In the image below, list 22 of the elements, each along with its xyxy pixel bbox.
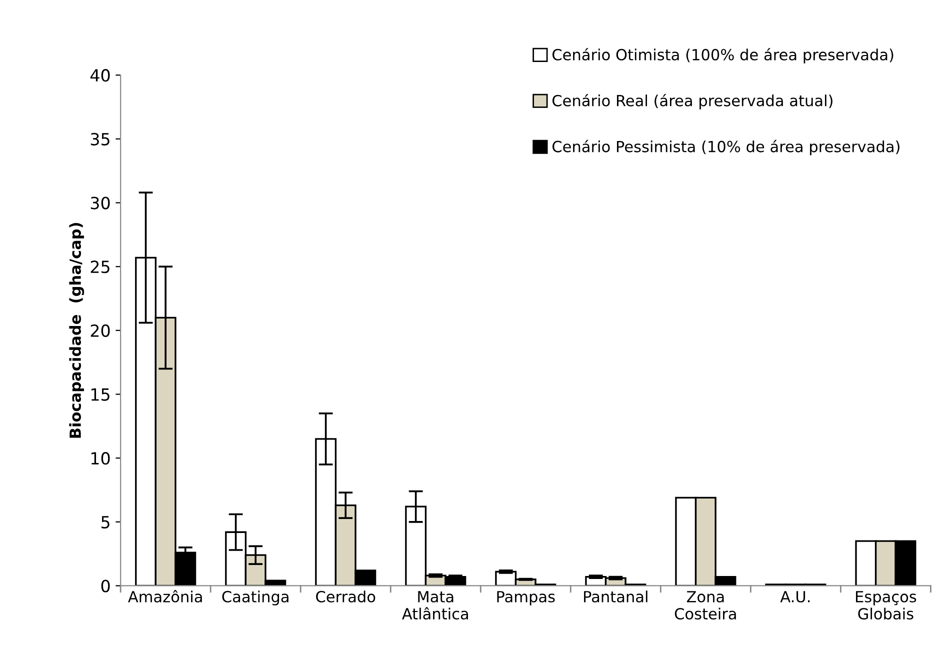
x-tick-label: Mata Atlântica <box>402 591 468 620</box>
legend-label: Cenário Real (área preservada atual) <box>552 94 832 110</box>
x-tick-label: A.U. <box>780 591 810 602</box>
y-tick-label: 10 <box>91 452 110 465</box>
y-tick-label: 40 <box>90 69 110 82</box>
x-tick-label: Caatinga <box>222 590 288 606</box>
legend-label: Cenário Otimista (100% de área preservada) <box>552 48 894 64</box>
y-tick-label: 15 <box>91 388 110 401</box>
legend-label: Cenário Pessimista (10% de área preservada) <box>552 140 900 156</box>
y-tick-label: 5 <box>102 516 110 528</box>
x-tick-label: Pampas <box>497 591 555 606</box>
y-tick-label: 35 <box>90 132 110 146</box>
y-tick-label: 20 <box>90 324 110 337</box>
x-tick-label: Espaços Globais <box>856 591 916 620</box>
y-axis-title: Biocapacidade (gha/cap) <box>69 223 84 438</box>
x-tick-label: Pantanal <box>584 590 648 602</box>
x-tick-label: Zona Costeira <box>674 591 736 620</box>
y-tick-label: 30 <box>90 196 110 210</box>
y-tick-label: 0 <box>101 580 110 592</box>
y-tick-label: 25 <box>90 260 110 274</box>
x-tick-label: Amazônia <box>128 590 202 602</box>
x-tick-label: Cerrado <box>316 590 376 602</box>
